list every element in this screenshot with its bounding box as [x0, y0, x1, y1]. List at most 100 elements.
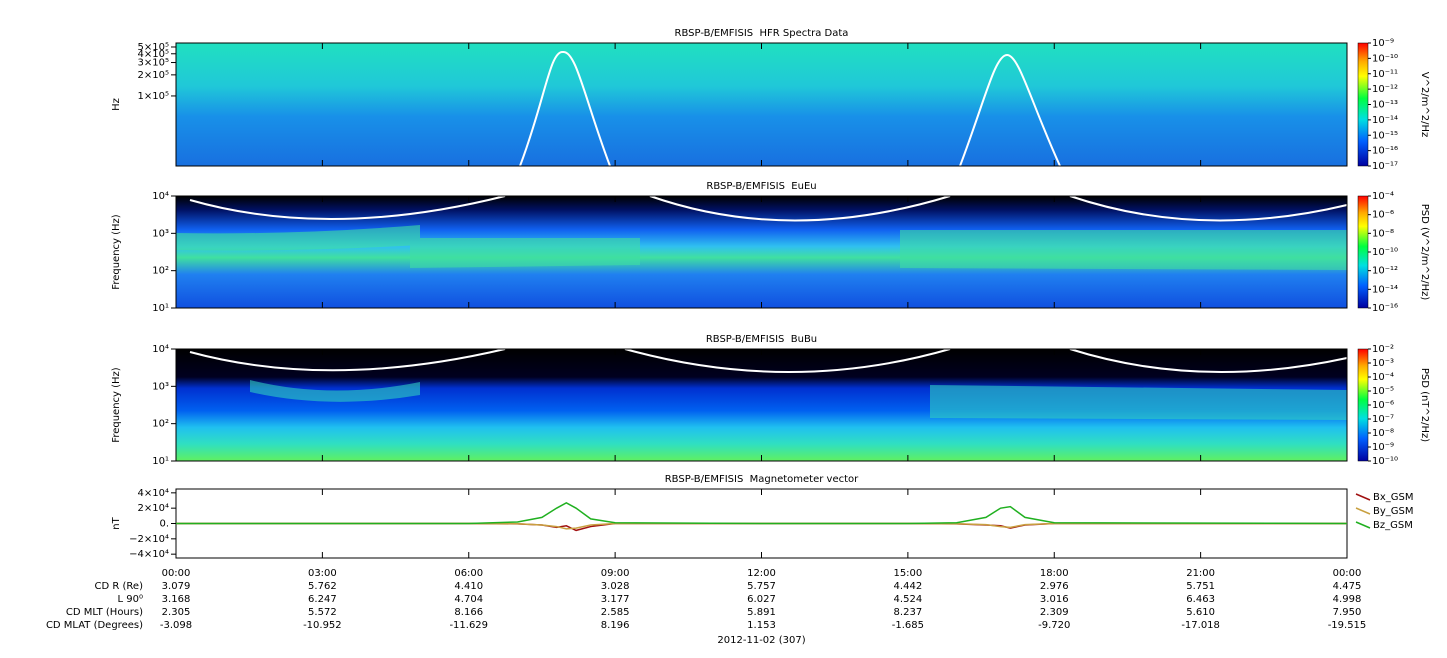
colorbar-tick-label: 10⁻⁷	[1372, 414, 1394, 425]
data-line	[176, 522, 1347, 532]
y-tick-label: 10¹	[152, 303, 169, 314]
data-line	[176, 522, 1347, 530]
ephemeris-value: 3.177	[601, 594, 630, 605]
colorbar-tick-label: 10⁻⁸	[1372, 228, 1394, 239]
ephemeris-value: 4.524	[894, 594, 923, 605]
ephemeris-value: 3.079	[162, 581, 191, 592]
colorbar-tick-label: 10⁻⁹	[1372, 38, 1394, 49]
y-axis-label: nT	[111, 516, 122, 529]
ephemeris-label: L 90⁰	[118, 594, 143, 605]
spectrogram-images	[176, 43, 1348, 461]
ephemeris-value: 5.572	[308, 607, 337, 618]
ephemeris-value: -9.720	[1038, 620, 1070, 631]
ephemeris-value: 8.166	[454, 607, 483, 618]
ephemeris-value: -3.098	[160, 620, 192, 631]
y-axis-label: Frequency (Hz)	[111, 214, 122, 290]
y-tick-label: 10⁴	[152, 191, 169, 202]
ephemeris-value: 6.027	[747, 594, 776, 605]
x-tick-label: 12:00	[747, 568, 776, 579]
y-tick-label: 10³	[152, 381, 169, 392]
y-tick-label: 5×10⁵	[138, 42, 169, 53]
colorbar-tick-label: 10⁻¹⁰	[1372, 456, 1398, 467]
frequency-curve	[189, 51, 1348, 373]
x-tick-label: 03:00	[308, 568, 337, 579]
x-tick-label: 00:00	[1333, 568, 1362, 579]
y-tick-label: 10³	[152, 228, 169, 239]
legend-swatch	[1355, 521, 1371, 529]
ephemeris-value: -1.685	[892, 620, 924, 631]
ephemeris-value: 1.153	[747, 620, 776, 631]
colorbar-tick-label: 10⁻¹²	[1372, 84, 1398, 95]
ephemeris-label: CD MLAT (Degrees)	[46, 620, 143, 631]
colorbar	[1357, 42, 1369, 167]
ephemeris-value: 3.168	[162, 594, 191, 605]
ephemeris-value: 2.976	[1040, 581, 1069, 592]
colorbar-label: PSD (nT^2/Hz)	[1419, 368, 1430, 442]
y-tick-label: 10⁴	[152, 344, 169, 355]
panel-title: RBSP-B/EMFISIS Magnetometer vector	[665, 474, 859, 485]
y-tick-label: 1×10⁵	[138, 91, 169, 102]
y-tick-label: 10²	[152, 419, 169, 430]
ephemeris-value: 4.410	[454, 581, 483, 592]
legend-swatch	[1355, 493, 1371, 501]
ephemeris-value: 7.950	[1333, 607, 1362, 618]
x-tick-label: 06:00	[454, 568, 483, 579]
colorbar-tick-label: 10⁻¹⁴	[1372, 284, 1398, 295]
x-tick-label: 18:00	[1040, 568, 1069, 579]
x-tick-label: 21:00	[1186, 568, 1215, 579]
spectral-feature	[176, 225, 1347, 270]
colorbar-tick-label: 10⁻⁴	[1372, 191, 1394, 202]
ephemeris-value: 4.475	[1333, 581, 1362, 592]
panel-title: RBSP-B/EMFISIS EuEu	[706, 181, 816, 192]
ephemeris-value: 2.585	[601, 607, 630, 618]
x-tick-label: 09:00	[601, 568, 630, 579]
ephemeris-value: 3.016	[1040, 594, 1069, 605]
ephemeris-value: 4.704	[454, 594, 483, 605]
y-tick-label: −4×10⁴	[129, 549, 169, 560]
ephemeris-value: 8.237	[894, 607, 923, 618]
ephemeris-value: 5.751	[1186, 581, 1215, 592]
y-axis-label: Hz	[111, 98, 122, 111]
colorbar	[1357, 348, 1369, 462]
colorbar-tick-label: 10⁻¹²	[1372, 266, 1398, 277]
data-line	[176, 501, 1348, 525]
colorbar-tick-label: 10⁻⁹	[1372, 442, 1394, 453]
ephemeris-label: CD MLT (Hours)	[66, 607, 143, 618]
y-tick-label: 10²	[152, 266, 169, 277]
y-axis-label: Frequency (Hz)	[111, 367, 122, 443]
colorbar-label: PSD (V^2/m^2/Hz)	[1419, 204, 1430, 301]
panel-title: RBSP-B/EMFISIS BuBu	[706, 334, 817, 345]
x-tick-label: 00:00	[162, 568, 191, 579]
ephemeris-value: -10.952	[303, 620, 342, 631]
y-tick-label: 3×10⁵	[138, 58, 169, 69]
colorbar-tick-label: 10⁻¹⁷	[1372, 161, 1398, 172]
colorbar-tick-label: 10⁻⁶	[1372, 400, 1394, 411]
colorbar-label: V^2/m^2/Hz	[1419, 72, 1430, 138]
ephemeris-value: -19.515	[1328, 620, 1367, 631]
colorbar-tick-label: 10⁻⁸	[1372, 428, 1394, 439]
legend-label: By_GSM	[1373, 506, 1414, 517]
ephemeris-value: 6.463	[1186, 594, 1215, 605]
ephemeris-value: -11.629	[449, 620, 488, 631]
spectrogram-image	[176, 43, 1347, 166]
colorbar-tick-label: 10⁻¹⁵	[1372, 130, 1398, 141]
ephemeris-value: 2.305	[162, 607, 191, 618]
colorbar-tick-label: 10⁻¹⁰	[1372, 247, 1398, 258]
colorbar-tick-label: 10⁻²	[1372, 344, 1394, 355]
y-tick-label: 2×10⁵	[138, 70, 169, 81]
colorbar-tick-label: 10⁻⁶	[1372, 210, 1394, 221]
colorbar-tick-label: 10⁻⁴	[1372, 372, 1394, 383]
legend-label: Bx_GSM	[1373, 492, 1414, 503]
y-tick-label: 4×10⁴	[138, 488, 169, 499]
colorbar-tick-label: 10⁻⁵	[1372, 386, 1394, 397]
ephemeris-value: 5.762	[308, 581, 337, 592]
ephemeris-value: 5.610	[1186, 607, 1215, 618]
y-tick-label: 0.	[159, 519, 169, 530]
ephemeris-value: 5.757	[747, 581, 776, 592]
spectral-feature	[250, 380, 1347, 420]
y-tick-label: 10¹	[152, 456, 169, 467]
colorbar-tick-label: 10⁻¹⁶	[1372, 146, 1398, 157]
ephemeris-value: 6.247	[308, 594, 337, 605]
